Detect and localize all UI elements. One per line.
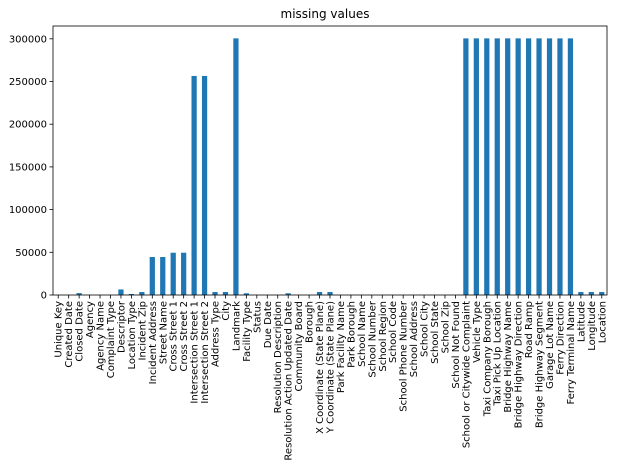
x-tick-label: Community Board <box>294 301 305 391</box>
x-tick-label: Ferry Terminal Name <box>566 301 577 404</box>
bar-6 <box>118 289 124 295</box>
x-tick-label: Landmark <box>231 301 242 351</box>
x-tick-label: Taxi Pick Up Location <box>493 301 504 407</box>
bar-44 <box>515 38 521 295</box>
bar-43 <box>505 38 511 295</box>
bar-25 <box>316 292 323 295</box>
y-tick-label: 100000 <box>9 205 47 216</box>
bar-7 <box>128 293 135 295</box>
bar-52 <box>599 292 605 295</box>
x-tick-label: School Region <box>378 301 389 372</box>
bar-13 <box>191 75 197 295</box>
bar-16 <box>222 292 229 295</box>
x-tick-label: City <box>221 301 232 321</box>
x-tick-label: School State <box>430 301 441 364</box>
x-tick-label: Facility Type <box>242 301 253 362</box>
x-tick-label: Bridge Highway Segment <box>535 301 546 428</box>
x-tick-label: Due Date <box>263 301 274 348</box>
bar-42 <box>494 38 500 295</box>
x-tick-label: Location Type <box>127 301 138 369</box>
x-tick-label: Cross Street 2 <box>179 301 190 372</box>
x-tick-label: X Coordinate (State Plane) <box>315 301 326 434</box>
x-tick-label: Park Facility Name <box>336 301 347 393</box>
x-tick-label: Created Date <box>64 301 75 368</box>
x-tick-label: Intersection Street 1 <box>190 301 201 404</box>
bar-46 <box>536 38 542 295</box>
x-tick-label: Latitude <box>576 301 587 342</box>
bar-22 <box>285 293 291 295</box>
bar-40 <box>473 38 479 295</box>
x-tick-label: Location <box>597 301 608 343</box>
y-tick-label: 200000 <box>9 120 47 131</box>
x-tick-label: School Number <box>367 300 378 377</box>
x-tick-label: Resolution Action Updated Date <box>284 301 295 461</box>
bar-15 <box>212 292 218 295</box>
x-tick-label: Unique Key <box>54 301 65 358</box>
bar-48 <box>557 38 563 295</box>
x-axis: Unique Key Created Date Closed Date Agency A… <box>54 295 608 461</box>
x-tick-label: Bridge Highway Direction <box>514 301 525 428</box>
bar-50 <box>578 292 584 295</box>
x-tick-label: Agency Name <box>96 301 107 371</box>
x-tick-label: School Zip <box>440 301 451 353</box>
x-tick-label: Ferry Direction <box>555 301 566 375</box>
bar-10 <box>160 256 166 295</box>
x-tick-label: Status <box>252 301 263 333</box>
y-tick-label: 250000 <box>9 77 47 88</box>
x-tick-label: Descriptor <box>116 300 127 353</box>
bar-49 <box>567 38 574 295</box>
bar-26 <box>327 292 333 295</box>
bar-41 <box>484 38 490 295</box>
y-tick-label: 50000 <box>15 248 47 259</box>
bar-11 <box>170 252 176 295</box>
x-tick-label: Complaint Type <box>106 301 117 378</box>
bar-12 <box>181 252 187 295</box>
x-tick-label: School Address <box>409 301 420 377</box>
plot-frame <box>52 25 608 296</box>
x-tick-label: Cross Street 1 <box>169 301 180 372</box>
x-tick-label: Vehicle Type <box>472 301 483 363</box>
x-tick-label: Park Borough <box>346 301 357 368</box>
x-tick-label: Borough <box>305 301 316 343</box>
bar-2 <box>76 293 82 295</box>
x-tick-label: School Phone Number <box>399 300 410 412</box>
x-tick-label: Road Ramp <box>524 301 535 358</box>
x-tick-label: Address Type <box>211 301 222 367</box>
x-tick-label: Incident Zip <box>137 301 148 360</box>
x-tick-label: School or Citywide Complaint <box>461 301 472 448</box>
x-tick-label: Bridge Highway Name <box>503 301 514 413</box>
x-tick-label: Intersection Street 2 <box>200 301 211 404</box>
bar-17 <box>233 38 239 295</box>
x-tick-label: Taxi Company Borough <box>482 301 493 417</box>
y-axis: 0 50000 100000 150000 200000 250000 300000 <box>9 34 53 302</box>
bars-group <box>76 38 605 295</box>
x-tick-label: School Name <box>357 301 368 367</box>
bar-9 <box>149 256 155 295</box>
bar-14 <box>201 75 208 295</box>
chart-title: missing values <box>281 7 370 21</box>
x-tick-label: Closed Date <box>75 301 86 362</box>
bar-47 <box>546 38 553 295</box>
x-tick-label: School Code <box>388 301 399 363</box>
bar-51 <box>588 292 594 295</box>
x-tick-label: Y Coordinate (State Plane) <box>326 301 337 434</box>
bar-39 <box>463 38 469 295</box>
y-tick-label: 0 <box>41 291 47 302</box>
x-tick-label: Agency <box>85 301 96 338</box>
bar-45 <box>525 38 532 295</box>
x-tick-label: School City <box>420 301 431 357</box>
x-tick-label: School Not Found <box>451 301 462 389</box>
x-tick-label: Incident Address <box>148 301 159 384</box>
x-tick-label: Longitude <box>587 301 598 351</box>
x-tick-label: Garage Lot Name <box>545 301 556 389</box>
y-tick-label: 150000 <box>9 162 47 173</box>
bar-18 <box>243 293 249 295</box>
y-tick-label: 300000 <box>9 34 47 45</box>
bar-8 <box>139 292 145 295</box>
x-tick-label: Resolution Description <box>273 301 284 413</box>
x-tick-label: Street Name <box>158 301 169 364</box>
